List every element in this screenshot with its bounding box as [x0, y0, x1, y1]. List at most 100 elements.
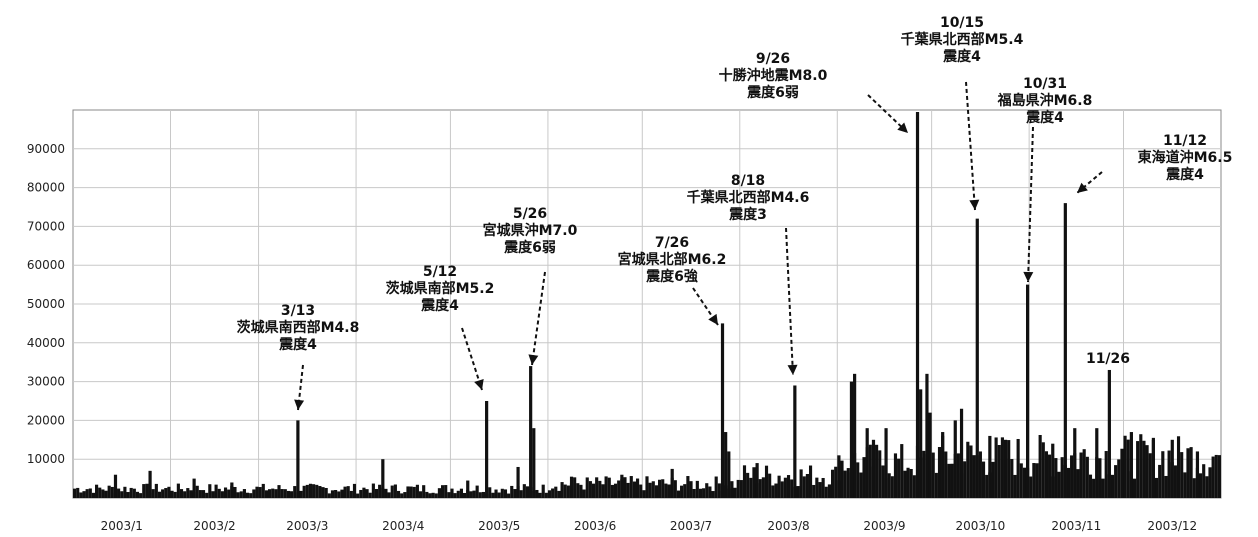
baseline-bar	[456, 490, 460, 498]
baseline-bar	[73, 488, 77, 498]
baseline-bar	[1035, 463, 1039, 498]
baseline-bar	[639, 484, 643, 498]
spike-bar	[1051, 443, 1055, 498]
spike-bar	[670, 468, 674, 498]
spike-bar	[532, 428, 536, 498]
baseline-bar	[692, 488, 696, 498]
baseline-bar	[173, 491, 177, 498]
baseline-bar	[280, 489, 284, 498]
arrow-head-icon	[897, 122, 908, 133]
spike-bar	[529, 366, 533, 498]
baseline-bar	[1192, 478, 1196, 498]
baseline-bar	[330, 490, 335, 498]
baseline-bar	[220, 491, 224, 498]
baseline-bar	[211, 491, 215, 498]
baseline-bar	[815, 477, 819, 498]
baseline-bar	[890, 476, 894, 498]
baseline-bar	[573, 477, 577, 498]
baseline-bar	[711, 491, 715, 498]
baseline-bar	[277, 485, 281, 498]
earthquake-annotations: 3/13茨城県南西部M4.8震度45/12茨城県南部M5.2震度45/26宮城県…	[237, 15, 1232, 411]
baseline-bar	[359, 489, 363, 498]
baseline-bar	[459, 488, 464, 498]
baseline-bar	[88, 488, 92, 498]
baseline-bar	[198, 490, 202, 498]
baseline-bar	[1164, 475, 1168, 498]
spike-bar	[113, 474, 118, 498]
baseline-bar	[645, 476, 649, 498]
baseline-bar	[1154, 477, 1159, 498]
arrow-head-icon	[474, 378, 484, 390]
baseline-bar	[82, 491, 86, 498]
arrow-head-icon	[528, 354, 539, 365]
spike-bar	[959, 408, 964, 498]
baseline-bar	[705, 483, 709, 498]
annotation-line: 宮城県北部M6.2	[618, 251, 727, 268]
baseline-bar	[79, 492, 83, 498]
annotation-line: 5/26	[513, 206, 547, 222]
baseline-bar	[142, 484, 146, 498]
baseline-bar	[431, 492, 435, 498]
baseline-bar	[1202, 464, 1206, 498]
baseline-bar	[428, 493, 432, 498]
baseline-bar	[161, 489, 165, 498]
baseline-bar	[972, 455, 976, 498]
spike-bar	[849, 381, 854, 498]
baseline-bar	[1136, 441, 1140, 498]
arrow-head-icon	[969, 199, 980, 210]
baseline-bar	[1098, 458, 1102, 498]
baseline-bar	[922, 450, 926, 498]
baseline-bar	[840, 460, 844, 498]
x-month-label: 2003/9	[863, 519, 905, 533]
baseline-bar	[1110, 474, 1115, 498]
baseline-bar	[195, 485, 199, 498]
baseline-bar	[626, 482, 630, 498]
spike-bar	[884, 428, 888, 498]
spike-bar	[296, 420, 300, 498]
baseline-bar	[261, 483, 265, 498]
x-month-label: 2003/10	[955, 519, 1005, 533]
baseline-bar	[698, 488, 703, 498]
baseline-bar	[1079, 452, 1083, 498]
baseline-bar	[1054, 458, 1058, 498]
baseline-bar	[1186, 448, 1190, 498]
spike-bar	[941, 432, 945, 498]
baseline-bar	[985, 474, 989, 498]
baseline-bar	[632, 481, 636, 498]
annotation-line: 震度6強	[645, 268, 698, 285]
arrow-head-icon	[708, 313, 718, 325]
baseline-bar	[95, 484, 99, 498]
baseline-bar	[1048, 454, 1052, 498]
baseline-bar	[689, 481, 693, 498]
baseline-bar	[648, 482, 652, 498]
baseline-bar	[909, 468, 913, 498]
baseline-bar	[437, 488, 441, 498]
baseline-bar	[318, 486, 322, 498]
baseline-bar	[283, 489, 287, 498]
spike-bar	[853, 373, 857, 498]
baseline-bar	[582, 489, 586, 498]
annotation-line: 宮城県沖M7.0	[483, 222, 578, 239]
baseline-bar	[1180, 452, 1184, 498]
baseline-bar	[268, 489, 272, 498]
baseline-bar	[120, 491, 124, 498]
spike-bar	[953, 420, 957, 498]
baseline-bar	[717, 483, 721, 498]
baseline-bar	[233, 486, 237, 498]
spike-bar	[1025, 284, 1030, 498]
annotation-arrow	[785, 227, 794, 376]
spike-bar	[1095, 428, 1099, 498]
baseline-bar	[856, 462, 860, 498]
baseline-bar	[1217, 455, 1221, 498]
spike-bar	[1195, 451, 1200, 498]
baseline-bar	[535, 489, 539, 498]
baseline-bar	[1189, 447, 1193, 498]
spike-bar	[919, 389, 923, 498]
y-tick-label: 80000	[27, 181, 65, 195]
annotation-line: 震度6弱	[746, 84, 799, 101]
baseline-bar	[950, 463, 954, 498]
baseline-bar	[875, 444, 879, 498]
baseline-bar	[846, 468, 850, 498]
